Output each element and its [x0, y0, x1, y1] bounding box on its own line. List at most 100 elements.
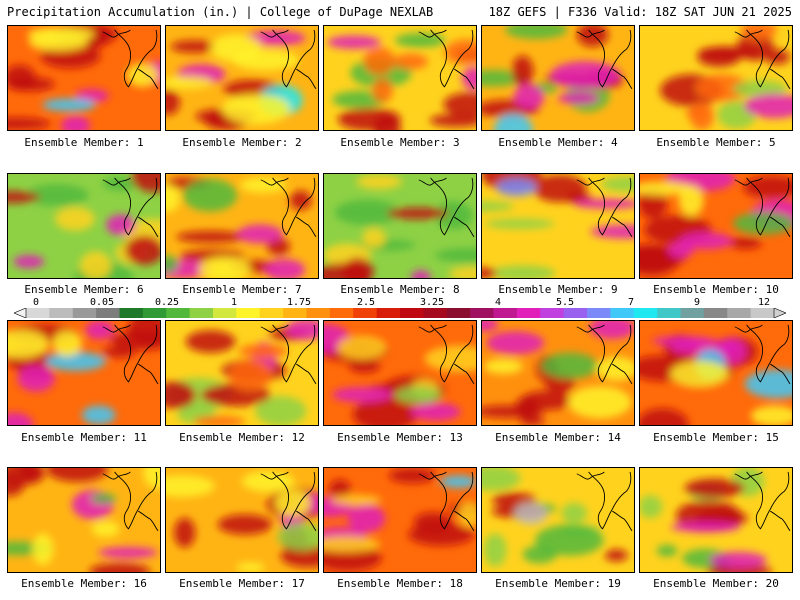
ensemble-member-map [639, 25, 793, 131]
colorbar-max-arrow [773, 308, 786, 318]
colorbar-swatch [376, 308, 401, 318]
ensemble-member-map [323, 25, 477, 131]
precip-field [324, 26, 476, 130]
colorbar-swatch [213, 308, 237, 318]
map-title: Precipitation Accumulation (in.) | Colle… [7, 5, 434, 19]
precip-field [482, 468, 634, 572]
ensemble-member-map [323, 173, 477, 279]
ensemble-member-label: Ensemble Member: 16 [21, 577, 147, 590]
ensemble-member-label: Ensemble Member: 9 [498, 283, 618, 296]
colorbar-tick-label: 2.5 [356, 297, 376, 308]
great-lakes-outline [260, 177, 317, 238]
colorbar-swatch [727, 308, 752, 318]
colorbar-tick-label: 3.25 [419, 297, 445, 308]
colorbar-swatch [470, 308, 495, 318]
precip-field [640, 174, 792, 278]
ensemble-member-map [165, 467, 319, 573]
colorbar-tick-label: 0.25 [154, 297, 180, 308]
great-lakes-outline [576, 177, 633, 238]
ensemble-member-label: Ensemble Member: 20 [653, 577, 779, 590]
colorbar-swatch [750, 308, 775, 318]
ensemble-member-label: Ensemble Member: 5 [656, 136, 776, 149]
ensemble-member-map [323, 467, 477, 573]
colorbar-swatch [283, 308, 308, 318]
ensemble-member-label: Ensemble Member: 14 [495, 431, 621, 444]
great-lakes-outline [734, 29, 791, 90]
colorbar-tick-label: 7 [627, 297, 635, 308]
ensemble-member-map [7, 320, 161, 426]
colorbar-tick-label: 5.5 [555, 297, 575, 308]
great-lakes-outline [734, 471, 791, 532]
great-lakes-outline [260, 324, 317, 385]
great-lakes-outline [576, 324, 633, 385]
colorbar-tick-label: 4 [494, 297, 502, 308]
colorbar-swatch [259, 308, 284, 318]
ensemble-member-label: Ensemble Member: 1 [24, 136, 144, 149]
colorbar-swatch [633, 308, 658, 318]
ensemble-member-map [481, 25, 635, 131]
colorbar-tick-label: 1 [230, 297, 238, 308]
colorbar-swatch [306, 308, 331, 318]
ensemble-member-map [7, 173, 161, 279]
great-lakes-outline [576, 471, 633, 532]
colorbar-tick-label: 12 [757, 297, 771, 308]
colorbar-swatch [142, 308, 167, 318]
precip-field [482, 26, 634, 130]
colorbar-swatch [587, 308, 611, 318]
colorbar-tick-label: 0.05 [89, 297, 115, 308]
great-lakes-outline [102, 29, 159, 90]
colorbar-swatch [189, 308, 214, 318]
ensemble-member-map [7, 25, 161, 131]
great-lakes-outline [102, 177, 159, 238]
colorbar-swatch [236, 308, 261, 318]
colorbar-swatch [329, 308, 354, 318]
colorbar-swatch [353, 308, 378, 318]
great-lakes-outline [734, 324, 791, 385]
precip-field [166, 468, 318, 572]
colorbar-tick-label: 0 [32, 297, 40, 308]
ensemble-member-map [481, 320, 635, 426]
colorbar-swatch [119, 308, 144, 318]
colorbar-swatch [400, 308, 424, 318]
ensemble-member-label: Ensemble Member: 12 [179, 431, 305, 444]
ensemble-member-label: Ensemble Member: 19 [495, 577, 621, 590]
precip-field [482, 174, 634, 278]
precipitation-colorbar [14, 308, 786, 318]
precip-field [8, 468, 160, 572]
precip-field [8, 174, 160, 278]
great-lakes-outline [102, 471, 159, 532]
ensemble-member-label: Ensemble Member: 7 [182, 283, 302, 296]
colorbar-swatch [540, 308, 565, 318]
ensemble-member-label: Ensemble Member: 11 [21, 431, 147, 444]
precip-field [166, 26, 318, 130]
precip-field [640, 321, 792, 425]
colorbar-swatch [423, 308, 448, 318]
ensemble-member-label: Ensemble Member: 6 [24, 283, 144, 296]
ensemble-member-label: Ensemble Member: 15 [653, 431, 779, 444]
ensemble-member-label: Ensemble Member: 3 [340, 136, 460, 149]
precip-field [482, 321, 634, 425]
ensemble-member-label: Ensemble Member: 17 [179, 577, 305, 590]
precip-field [324, 468, 476, 572]
colorbar-min-arrow [14, 308, 27, 318]
colorbar-tick-label: 1.75 [286, 297, 312, 308]
precip-field [640, 468, 792, 572]
precip-field [166, 321, 318, 425]
precip-field [324, 174, 476, 278]
ensemble-member-label: Ensemble Member: 18 [337, 577, 463, 590]
ensemble-member-label: Ensemble Member: 4 [498, 136, 618, 149]
ensemble-member-map [323, 320, 477, 426]
ensemble-member-label: Ensemble Member: 2 [182, 136, 302, 149]
colorbar-swatch [563, 308, 588, 318]
precip-field [324, 321, 476, 425]
ensemble-member-map [481, 173, 635, 279]
great-lakes-outline [418, 324, 475, 385]
ensemble-member-map [639, 173, 793, 279]
model-run-info: 18Z GEFS | F336 Valid: 18Z SAT JUN 21 20… [488, 5, 792, 19]
great-lakes-outline [260, 471, 317, 532]
colorbar-swatch [493, 308, 518, 318]
precip-field [8, 321, 160, 425]
colorbar-swatch [49, 308, 74, 318]
colorbar-swatch [610, 308, 635, 318]
ensemble-member-map [481, 467, 635, 573]
